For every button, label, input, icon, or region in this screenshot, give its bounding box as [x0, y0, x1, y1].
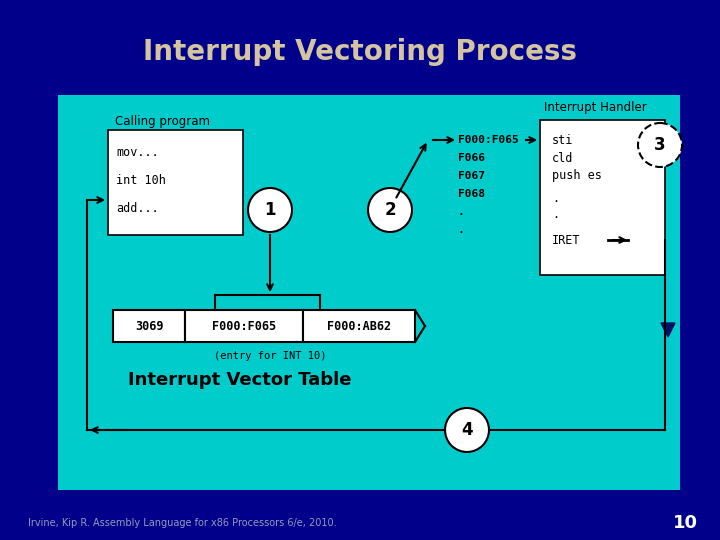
Text: .: .	[552, 207, 559, 220]
Circle shape	[638, 123, 682, 167]
Text: 3: 3	[654, 136, 666, 154]
Circle shape	[445, 408, 489, 452]
Text: 10: 10	[673, 514, 698, 532]
Text: 2: 2	[384, 201, 396, 219]
Text: mov...: mov...	[116, 145, 158, 159]
Text: F000:F065: F000:F065	[212, 320, 276, 333]
Bar	[113, 310, 185, 342]
Text: 4: 4	[462, 421, 473, 439]
Text: sti: sti	[552, 133, 573, 146]
Text: push es: push es	[552, 170, 602, 183]
Text: Interrupt Vector Table: Interrupt Vector Table	[128, 371, 352, 389]
Bar	[303, 310, 415, 342]
Text: F000:AB62: F000:AB62	[327, 320, 391, 333]
Circle shape	[248, 188, 292, 232]
Text: .: .	[458, 225, 464, 235]
Text: .: .	[552, 192, 559, 205]
Text: add...: add...	[116, 201, 158, 214]
Text: F000:F065: F000:F065	[458, 135, 518, 145]
Bar	[108, 130, 243, 235]
Text: cld: cld	[552, 152, 573, 165]
Bar	[185, 310, 303, 342]
Polygon shape	[661, 323, 675, 337]
Text: F067: F067	[458, 171, 485, 181]
Text: Irvine, Kip R. Assembly Language for x86 Processors 6/e, 2010.: Irvine, Kip R. Assembly Language for x86…	[28, 518, 337, 528]
Text: F068: F068	[458, 189, 485, 199]
Text: Interrupt Handler: Interrupt Handler	[544, 102, 647, 114]
Text: 3069: 3069	[135, 320, 163, 333]
Text: 1: 1	[264, 201, 276, 219]
Text: Calling program: Calling program	[115, 115, 210, 128]
Text: int 10h: int 10h	[116, 173, 166, 186]
Bar	[58, 95, 680, 490]
Text: .: .	[458, 207, 464, 217]
Text: (entry for INT 10): (entry for INT 10)	[214, 351, 326, 361]
Bar	[540, 120, 665, 275]
Circle shape	[368, 188, 412, 232]
Text: IRET: IRET	[552, 233, 580, 246]
Text: F066: F066	[458, 153, 485, 163]
Text: Interrupt Vectoring Process: Interrupt Vectoring Process	[143, 38, 577, 66]
